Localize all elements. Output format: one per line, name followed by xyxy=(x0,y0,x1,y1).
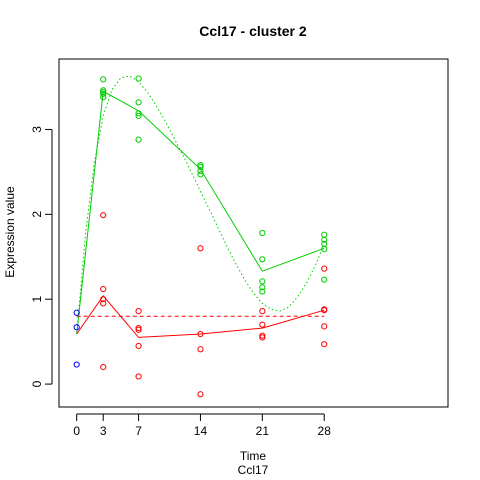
red-point xyxy=(197,391,204,398)
red-point xyxy=(135,307,142,315)
red-point xyxy=(135,324,142,332)
x-axis-sublabel: Ccl17 xyxy=(238,463,269,477)
red-point xyxy=(259,332,266,339)
x-tick-label: 21 xyxy=(256,424,270,438)
green-point xyxy=(135,136,142,143)
x-tick-label: 28 xyxy=(318,424,332,438)
green-point xyxy=(321,276,328,283)
y-tick-label: 2 xyxy=(30,211,44,218)
y-tick-label: 1 xyxy=(30,296,44,303)
red-point xyxy=(135,326,142,333)
green-point xyxy=(321,231,328,238)
blue-point xyxy=(73,324,80,331)
red-point xyxy=(100,364,107,371)
chart-title: Ccl17 - cluster 2 xyxy=(199,23,307,39)
x-tick-label: 0 xyxy=(73,424,80,438)
red-point xyxy=(100,212,107,219)
green-point xyxy=(100,76,107,83)
x-tick-label: 14 xyxy=(194,424,208,438)
green-point xyxy=(321,236,328,243)
red-point xyxy=(321,323,328,330)
y-tick-label: 3 xyxy=(30,126,44,133)
red-point xyxy=(259,307,266,315)
green-point xyxy=(321,246,328,253)
green-point xyxy=(197,163,204,170)
green-point xyxy=(100,87,107,94)
green-point xyxy=(259,288,266,295)
green-mean-line xyxy=(76,90,325,335)
x-tick-label: 3 xyxy=(100,424,107,438)
red-point xyxy=(321,265,328,272)
green-point xyxy=(259,284,266,291)
red-point xyxy=(135,342,142,349)
green-point xyxy=(100,94,107,101)
plot-frame xyxy=(58,58,449,408)
blue-point xyxy=(73,361,80,368)
red-point xyxy=(135,373,142,380)
red-point xyxy=(197,245,204,252)
x-axis-label: Time xyxy=(240,449,267,463)
red-mean-line xyxy=(76,294,325,338)
green-point xyxy=(197,161,204,169)
red-point xyxy=(197,346,204,353)
red-point xyxy=(259,334,266,341)
green-point xyxy=(259,229,266,237)
green-point xyxy=(135,110,142,117)
red-point xyxy=(100,285,107,293)
red-point xyxy=(100,300,107,307)
y-tick-label: 0 xyxy=(30,380,44,387)
green-point xyxy=(197,171,204,178)
red-point xyxy=(197,330,204,338)
red-point xyxy=(321,307,328,314)
plot-area: 0 3 7 14 21 28 0 1 2 3 xyxy=(30,58,449,438)
red-point xyxy=(100,296,107,303)
red-point xyxy=(321,341,328,348)
x-tick-label: 7 xyxy=(135,424,142,438)
red-point xyxy=(259,321,266,328)
green-point xyxy=(197,167,204,175)
blue-point xyxy=(73,309,80,316)
green-point xyxy=(135,112,142,119)
y-axis-label: Expression value xyxy=(3,186,17,278)
green-point xyxy=(259,256,266,263)
green-point xyxy=(135,75,142,82)
green-point xyxy=(100,90,107,97)
green-point xyxy=(135,99,142,106)
green-point xyxy=(259,278,266,285)
green-smooth-curve xyxy=(76,75,325,335)
